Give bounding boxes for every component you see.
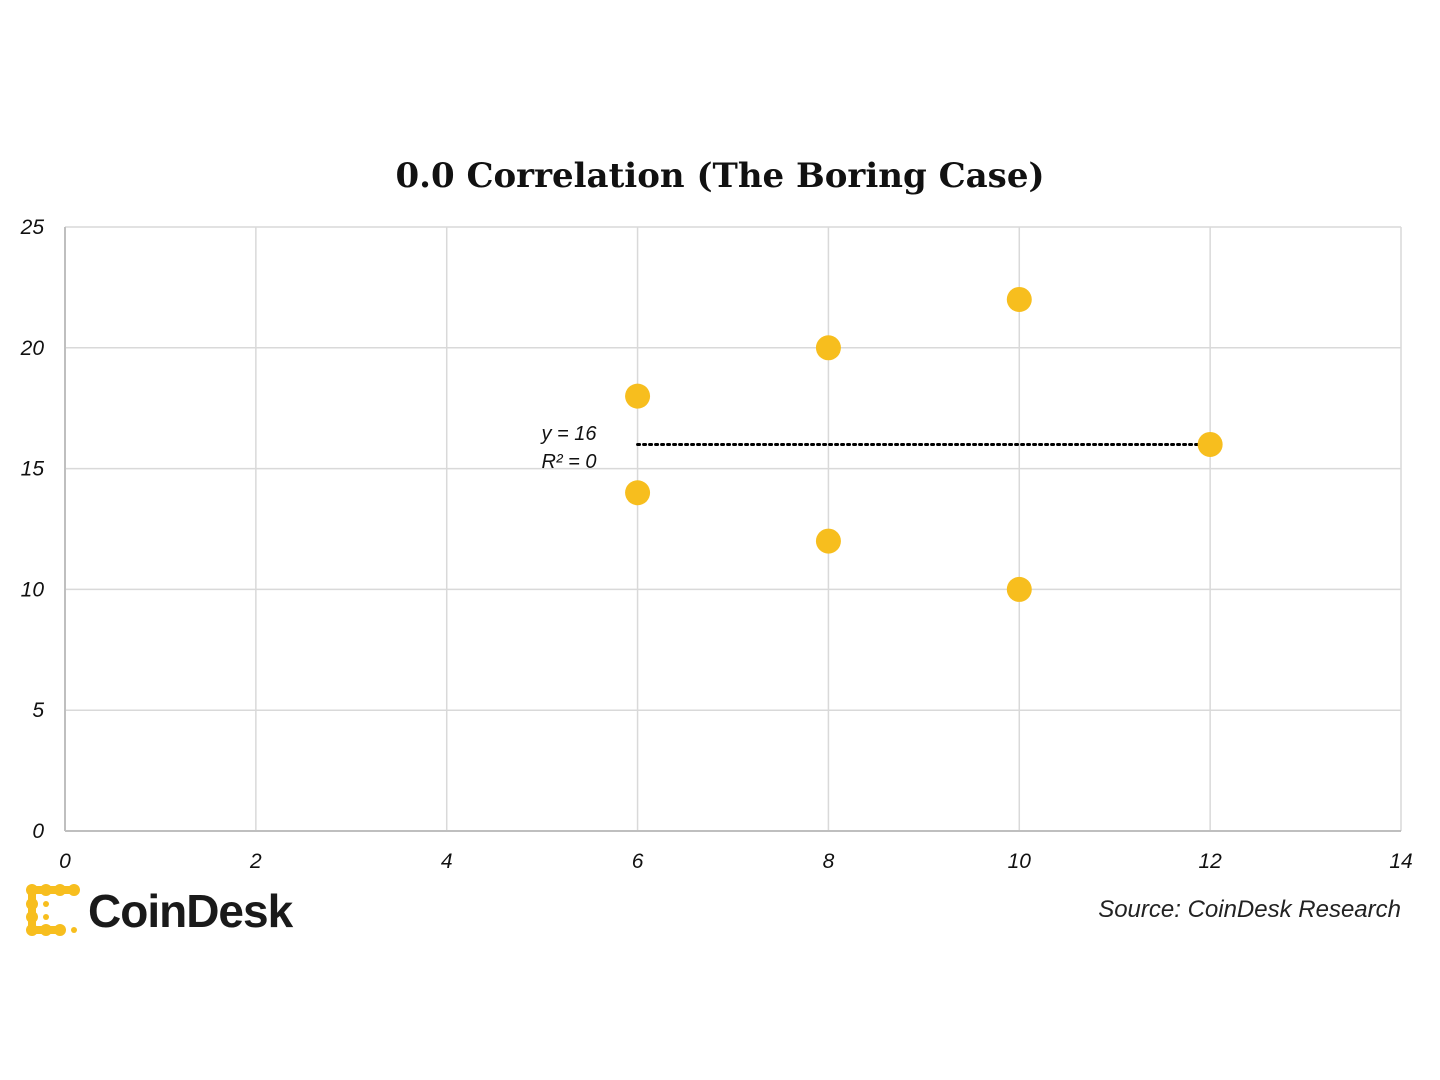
x-tick-label-2: 2 (249, 850, 262, 873)
data-points (625, 286, 1223, 602)
x-tick-label-0: 0 (59, 850, 71, 873)
source-note: Source: CoinDesk Research (1098, 896, 1401, 923)
data-point-3 (815, 335, 841, 361)
axes (64, 227, 1401, 832)
data-point-4 (815, 528, 841, 554)
grid (65, 226, 1402, 831)
x-tick-label-8: 8 (823, 850, 835, 873)
coindesk-logo: CoinDesk (26, 884, 295, 937)
y-tick-label-10: 10 (21, 578, 45, 601)
y-tick-label-25: 25 (20, 216, 45, 239)
x-tick-label-14: 14 (1389, 850, 1412, 873)
trendline-equation-text: y = 16 (539, 423, 597, 445)
x-tick-label-6: 6 (632, 850, 644, 873)
y-tick-label-5: 5 (32, 699, 44, 722)
data-point-5 (1006, 286, 1032, 312)
data-point-1 (625, 383, 651, 409)
y-tick-label-15: 15 (21, 458, 45, 481)
data-point-2 (625, 480, 651, 506)
y-tick-label-20: 20 (20, 337, 45, 360)
coindesk-logo-icon (26, 884, 80, 936)
x-tick-label-4: 4 (441, 850, 453, 873)
tick-labels: 0 5 10 15 20 25 0 2 4 6 8 10 12 14 (20, 216, 1413, 873)
trendline-equation: y = 16 R² = 0 (539, 423, 597, 473)
logo-text: CoinDesk (88, 885, 294, 937)
data-point-7 (1197, 431, 1223, 457)
x-tick-label-12: 12 (1198, 850, 1222, 873)
y-tick-label-0: 0 (32, 820, 44, 843)
chart-title: 0.0 Correlation (The Boring Case) (395, 156, 1044, 196)
data-point-6 (1006, 576, 1032, 602)
x-tick-label-10: 10 (1008, 850, 1032, 873)
trendline-r-squared: R² = 0 (541, 451, 596, 473)
